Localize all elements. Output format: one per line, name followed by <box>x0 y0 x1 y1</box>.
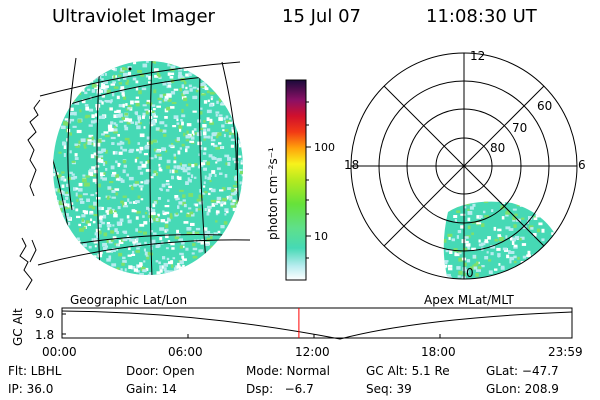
info-seq: Seq: 39 <box>366 382 412 396</box>
xtick-1800: 18:00 <box>421 345 456 359</box>
mlt-label-0: 0 <box>466 266 474 280</box>
lat-label-60: 60 <box>537 99 552 113</box>
info-dsp: Dsp: −6.7 <box>246 382 314 396</box>
ytick-9: 9.0 <box>35 307 54 321</box>
lat-label-70: 70 <box>512 121 527 135</box>
xtick-0600: 06:00 <box>168 345 203 359</box>
mlt-label-12: 12 <box>470 49 485 63</box>
earth-disk <box>19 57 251 291</box>
timeline-ylabel: GC Alt <box>11 308 25 346</box>
lat-label-80: 80 <box>490 141 505 155</box>
disk-speckle <box>53 61 243 275</box>
instrument-title: Ultraviolet Imager <box>52 6 215 27</box>
info-door: Door: Open <box>126 364 195 378</box>
coastline <box>19 99 41 291</box>
geo-grid-outer <box>37 57 251 266</box>
gc-alt-timeline: 9.0 1.8 GC Alt <box>11 307 573 346</box>
time-label: 11:08:30 UT <box>426 6 537 27</box>
date-label: 15 Jul 07 <box>282 6 361 27</box>
polar-plot: 12 18 6 0 60 70 80 <box>344 49 586 280</box>
geo-panel-label: Geographic Lat/Lon <box>70 293 188 307</box>
info-glon: GLon: 208.9 <box>486 382 559 396</box>
info-gc-alt: GC Alt: 5.1 Re <box>366 364 450 378</box>
ytick-1-8: 1.8 <box>35 328 54 342</box>
mlt-label-18: 18 <box>344 158 359 172</box>
xtick-1200: 12:00 <box>295 345 330 359</box>
colorbar-tick-100: 100 <box>314 141 335 154</box>
info-glat: GLat: −47.7 <box>486 364 559 378</box>
mlt-label-6: 6 <box>578 158 586 172</box>
info-mode: Mode: Normal <box>246 364 330 378</box>
info-gain: Gain: 14 <box>126 382 177 396</box>
altitude-trace <box>61 310 573 340</box>
colorbar-tick-10: 10 <box>314 230 328 243</box>
colorbar-label: photon cm⁻²s⁻¹ <box>266 147 280 240</box>
info-ip: IP: 36.0 <box>8 382 54 396</box>
info-flt: Flt: LBHL <box>8 364 62 378</box>
xtick-2359: 23:59 <box>548 345 583 359</box>
colorbar: 100 10 photon cm⁻²s⁻¹ <box>266 79 335 281</box>
mag-panel-label: Apex MLat/MLT <box>424 293 514 307</box>
xtick-0000: 00:00 <box>42 345 77 359</box>
